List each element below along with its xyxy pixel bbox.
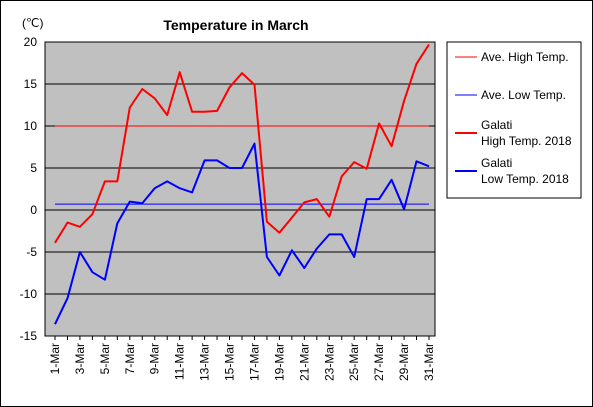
x-tick-label: 9-Mar bbox=[148, 343, 162, 374]
legend-label-3: Galati Low Temp. 2018 bbox=[481, 156, 569, 186]
x-tick-label: 29-Mar bbox=[397, 343, 411, 381]
y-tick-label: 5 bbox=[30, 161, 37, 175]
legend: Ave. High Temp. Ave. Low Temp. Galati High … bbox=[455, 50, 572, 186]
x-tick-label: 15-Mar bbox=[223, 343, 237, 381]
x-axis-ticks: 1-Mar 3-Mar 5-Mar 7-Mar 9-Mar 11-Mar 13-Mar 15-… bbox=[48, 336, 436, 381]
unit-label: (℃) bbox=[22, 16, 43, 30]
x-tick-label: 27-Mar bbox=[372, 343, 386, 381]
y-tick-label: -5 bbox=[26, 245, 37, 259]
y-tick-label: -15 bbox=[20, 329, 38, 343]
y-tick-label: 20 bbox=[24, 35, 38, 49]
y-tick-label: 10 bbox=[24, 119, 38, 133]
y-tick-label: -10 bbox=[20, 287, 38, 301]
series-line-2 bbox=[54, 43, 430, 244]
x-tick-label: 17-Mar bbox=[247, 343, 261, 381]
plot-area bbox=[44, 41, 436, 337]
legend-label-2: Galati High Temp. 2018 bbox=[481, 118, 572, 148]
chart-title: Temperature in March bbox=[163, 17, 308, 33]
y-tick-label: 0 bbox=[30, 203, 37, 217]
x-tick-label: 19-Mar bbox=[272, 343, 286, 381]
legend-label-1: Ave. Low Temp. bbox=[481, 88, 566, 102]
series-line-3 bbox=[54, 142, 430, 325]
x-tick-label: 7-Mar bbox=[123, 343, 137, 374]
y-axis-ticks: -15 -10 -5 0 5 10 15 20 bbox=[20, 35, 38, 343]
x-tick-label: 21-Mar bbox=[297, 343, 311, 381]
series-lines bbox=[54, 43, 430, 325]
x-tick-label: 3-Mar bbox=[73, 343, 87, 374]
x-tick-label: 31-Mar bbox=[422, 343, 436, 381]
x-tick-label: 1-Mar bbox=[48, 343, 62, 374]
x-tick-label: 23-Mar bbox=[322, 343, 336, 381]
x-tick-label: 25-Mar bbox=[347, 343, 361, 381]
y-tick-label: 15 bbox=[24, 77, 38, 91]
x-tick-label: 13-Mar bbox=[198, 343, 212, 381]
x-tick-label: 11-Mar bbox=[173, 343, 187, 380]
legend-label-0: Ave. High Temp. bbox=[481, 50, 569, 64]
x-tick-label: 5-Mar bbox=[98, 343, 112, 374]
